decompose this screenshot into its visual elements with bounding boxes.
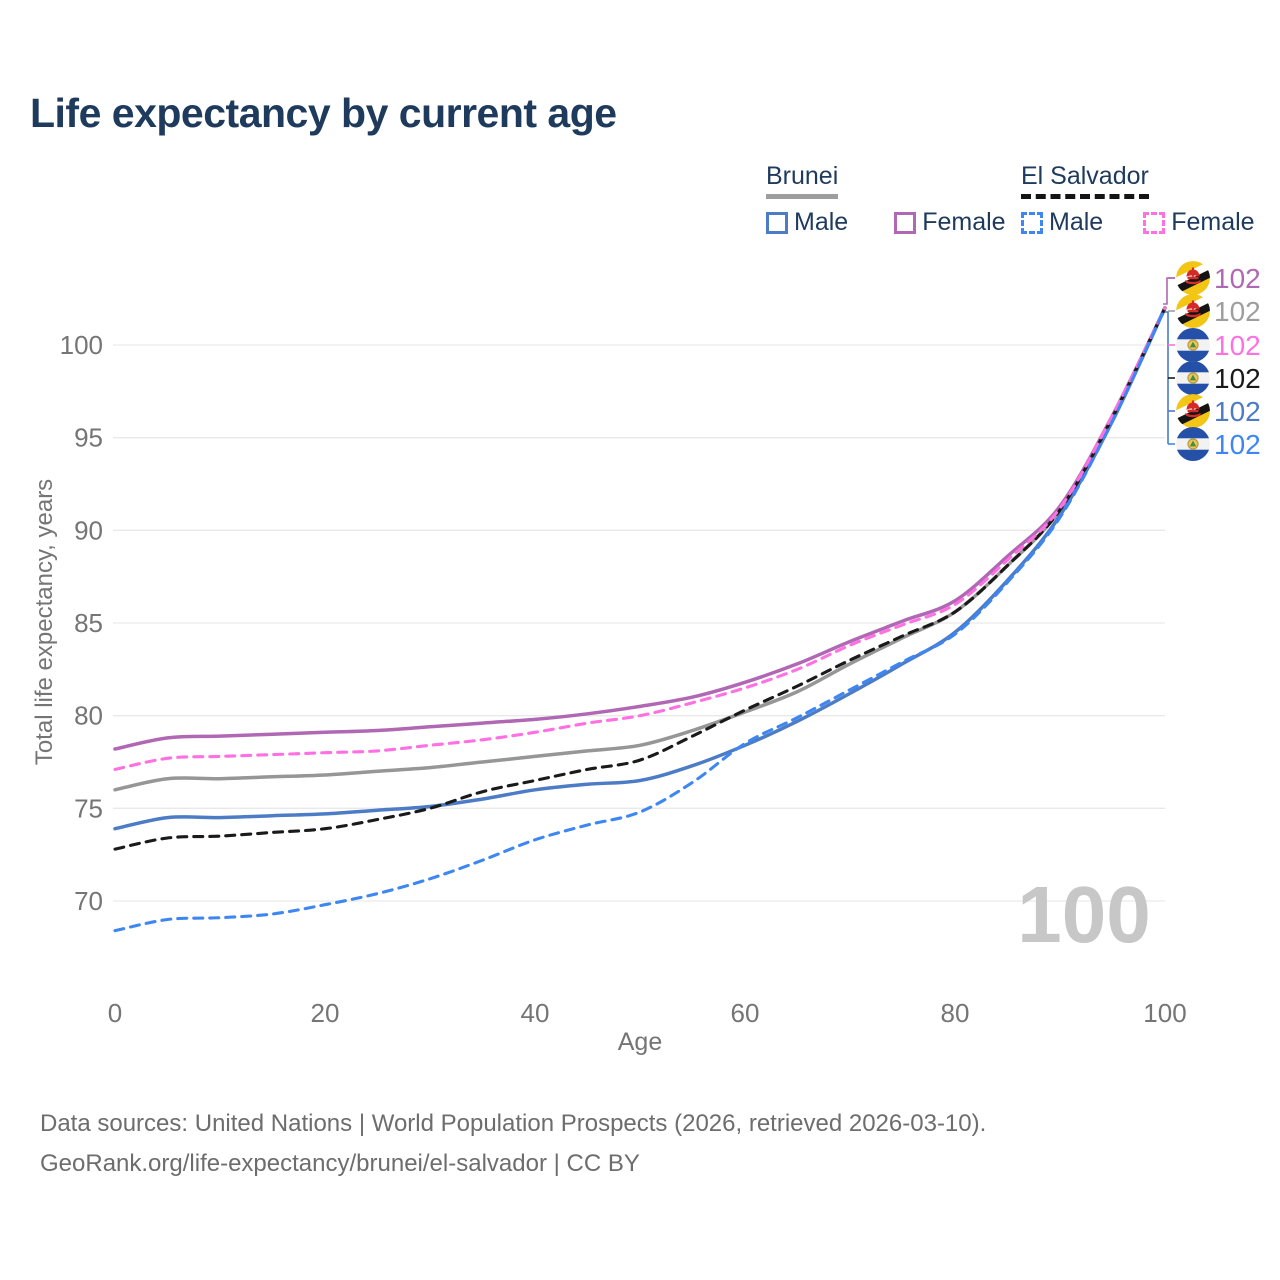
y-tick-label: 100 — [60, 330, 103, 360]
y-axis-title: Total life expectancy, years — [31, 479, 58, 765]
brunei-male-swatch-icon — [766, 211, 788, 234]
el-salvador-flag-icon — [1176, 361, 1210, 395]
footer-source-url: GeoRank.org/life-expectancy/brunei/el-sa… — [40, 1150, 640, 1177]
x-tick-label: 80 — [941, 998, 970, 1028]
x-axis-title: Age — [618, 1028, 662, 1056]
legend-country-el-salvador[interactable]: El Salvador — [1021, 162, 1149, 199]
x-tick-label: 100 — [1143, 998, 1186, 1028]
x-tick-label: 20 — [311, 998, 340, 1028]
leader-line — [1165, 311, 1169, 444]
brunei-flag-icon — [1176, 394, 1210, 428]
legend-item-label: Male — [1049, 208, 1104, 236]
legend: Brunei Male Female El Salvador Male — [0, 162, 1280, 242]
legend-item-label: Male — [794, 208, 849, 236]
line-el-salvador-combined[interactable] — [113, 306, 1167, 851]
legend-item-brunei-female[interactable]: Female — [894, 208, 1006, 237]
legend-item-label: Female — [922, 208, 1006, 236]
y-tick-label: 70 — [74, 886, 103, 916]
y-tick-label: 75 — [74, 793, 103, 823]
legend-country-brunei[interactable]: Brunei — [766, 162, 839, 199]
legend-row-brunei: Male Female — [766, 208, 1006, 237]
line-brunei-combined[interactable] — [113, 306, 1167, 792]
el-salvador-flag-icon — [1176, 427, 1210, 461]
legend-item-brunei-male[interactable]: Male — [766, 208, 848, 237]
footer-data-sources: Data sources: United Nations | World Pop… — [40, 1110, 987, 1137]
y-tick-label: 85 — [74, 608, 103, 638]
brunei-female-swatch-icon — [894, 211, 917, 234]
line-brunei-male[interactable] — [113, 306, 1167, 831]
page-title: Life expectancy by current age — [30, 90, 617, 136]
y-tick-label: 90 — [74, 515, 103, 545]
y-tick-label: 80 — [74, 701, 103, 731]
x-tick-label: 40 — [521, 998, 550, 1028]
line-el-salvador-female[interactable] — [113, 306, 1167, 771]
legend-row-el-salvador: Male Female — [1021, 208, 1255, 237]
line-brunei-female[interactable] — [113, 306, 1167, 751]
end-value-el-salvador-female: 102 — [1214, 330, 1261, 361]
end-value-el-salvador-combined: 102 — [1214, 363, 1261, 394]
x-tick-label: 0 — [108, 998, 122, 1028]
legend-item-el-salvador-male[interactable]: Male — [1021, 208, 1103, 237]
footer: Data sources: United Nations | World Pop… — [40, 1104, 986, 1184]
legend-group-el-salvador: El Salvador Male Female — [1021, 162, 1255, 237]
brunei-flag-icon — [1176, 261, 1210, 295]
end-value-brunei-male: 102 — [1214, 396, 1261, 427]
legend-item-el-salvador-female[interactable]: Female — [1143, 208, 1255, 237]
legend-group-brunei: Brunei Male Female — [766, 162, 1006, 237]
leader-line — [1163, 277, 1175, 305]
el-salvador-male-swatch-icon — [1021, 211, 1043, 234]
line-el-salvador-male[interactable] — [113, 306, 1167, 933]
end-value-brunei-combined: 102 — [1214, 296, 1261, 327]
age-watermark: 100 — [1017, 870, 1150, 959]
y-tick-label: 95 — [74, 423, 103, 453]
legend-item-label: Female — [1171, 208, 1255, 236]
end-value-el-salvador-male: 102 — [1214, 429, 1261, 460]
brunei-flag-icon — [1176, 294, 1210, 328]
x-tick-label: 60 — [731, 998, 760, 1028]
el-salvador-flag-icon — [1176, 328, 1210, 362]
end-value-brunei-female: 102 — [1214, 263, 1261, 294]
el-salvador-female-swatch-icon — [1143, 211, 1166, 234]
